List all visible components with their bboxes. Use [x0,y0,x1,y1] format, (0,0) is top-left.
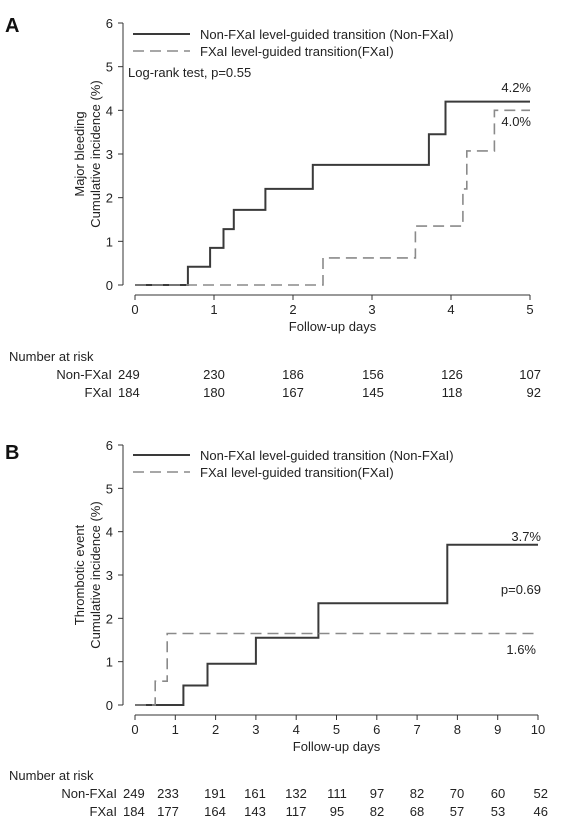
y-tick-label: 4 [106,525,113,540]
y-tick-label: 0 [106,278,113,293]
y-tick-label: 6 [106,16,113,31]
x-tick-label: 3 [368,302,375,317]
legend-label: FXaI level-guided transition(FXaI) [200,44,394,59]
y-tick-label: 5 [106,60,113,75]
risk-table-header: Number at risk [9,768,94,783]
x-tick-label: 4 [293,722,300,737]
x-tick-label: 9 [494,722,501,737]
x-tick-label: 10 [531,722,545,737]
risk-cell: 92 [527,385,541,400]
series-line-non-fxai [135,100,530,286]
risk-cell: 126 [441,367,463,382]
y-tick-label: 6 [106,438,113,453]
risk-cell: 249 [123,786,145,801]
x-tick-label: 4 [447,302,454,317]
risk-cell: 161 [244,786,266,801]
risk-cell: 82 [370,804,384,819]
risk-row-label: Non-FXaI [61,786,117,801]
risk-cell: 249 [118,367,140,382]
legend-label: Non-FXaI level-guided transition (Non-FX… [200,27,454,42]
y-tick-label: 0 [106,698,113,713]
x-tick-label: 1 [210,302,217,317]
y-tick-label: 3 [106,147,113,162]
y-tick-label: 5 [106,481,113,496]
chart-annotation: p=0.69 [501,582,541,597]
y-axis-title-line: Major bleeding [72,111,87,196]
risk-cell: 57 [450,804,464,819]
risk-cell: 156 [362,367,384,382]
risk-cell: 60 [491,786,505,801]
x-axis-title: Follow-up days [293,739,381,754]
risk-cell: 184 [123,804,145,819]
chart-annotation: 3.7% [511,529,541,544]
y-axis-title-line: Thrombotic event [72,524,87,625]
x-tick-label: 0 [131,302,138,317]
y-tick-label: 3 [106,568,113,583]
risk-cell: 97 [370,786,384,801]
x-tick-label: 1 [172,722,179,737]
risk-cell: 46 [534,804,548,819]
x-tick-label: 0 [131,722,138,737]
x-tick-label: 7 [413,722,420,737]
risk-row-label: Non-FXaI [56,367,112,382]
x-tick-label: 5 [333,722,340,737]
panel-letter: A [5,15,19,37]
risk-cell: 180 [203,385,225,400]
risk-cell: 145 [362,385,384,400]
chart-annotation: 1.6% [506,642,536,657]
risk-cell: 117 [286,804,307,819]
risk-cell: 191 [204,786,226,801]
legend-label: Non-FXaI level-guided transition (Non-FX… [200,448,454,463]
series-line-fxai [135,632,538,706]
risk-cell: 53 [491,804,505,819]
x-tick-label: 5 [526,302,533,317]
risk-cell: 164 [204,804,226,819]
risk-cell: 107 [519,367,541,382]
x-tick-label: 3 [252,722,259,737]
y-tick-label: 4 [106,103,113,118]
risk-cell: 95 [330,804,344,819]
risk-row-label: FXaI [90,804,117,819]
risk-cell: 70 [450,786,464,801]
x-axis-title: Follow-up days [289,319,377,334]
risk-row-label: FXaI [85,385,112,400]
risk-cell: 184 [118,385,140,400]
chart-annotation: 4.0% [501,114,531,129]
risk-cell: 68 [410,804,424,819]
risk-cell: 132 [285,786,307,801]
risk-cell: 177 [157,804,179,819]
risk-cell: 143 [244,804,266,819]
y-tick-label: 2 [106,611,113,626]
x-tick-label: 2 [289,302,296,317]
chart-annotation: 4.2% [501,80,531,95]
chart-annotation: Log-rank test, p=0.55 [128,65,251,80]
risk-cell: 118 [442,385,463,400]
risk-cell: 230 [203,367,225,382]
x-tick-label: 8 [454,722,461,737]
x-tick-label: 2 [212,722,219,737]
risk-cell: 52 [534,786,548,801]
risk-table-header: Number at risk [9,349,94,364]
series-line-fxai [135,109,530,286]
y-tick-label: 2 [106,191,113,206]
risk-cell: 186 [282,367,304,382]
y-axis-title-line: Cumulative incidence (%) [88,80,103,227]
series-line-non-fxai [135,543,538,706]
legend-label: FXaI level-guided transition(FXaI) [200,465,394,480]
risk-cell: 82 [410,786,424,801]
y-tick-label: 1 [106,655,113,670]
risk-cell: 167 [282,385,304,400]
risk-cell: 111 [327,786,347,801]
x-tick-label: 6 [373,722,380,737]
y-tick-label: 1 [106,234,113,249]
panel-letter: B [5,442,19,464]
y-axis-title-line: Cumulative incidence (%) [88,501,103,648]
risk-cell: 233 [157,786,179,801]
